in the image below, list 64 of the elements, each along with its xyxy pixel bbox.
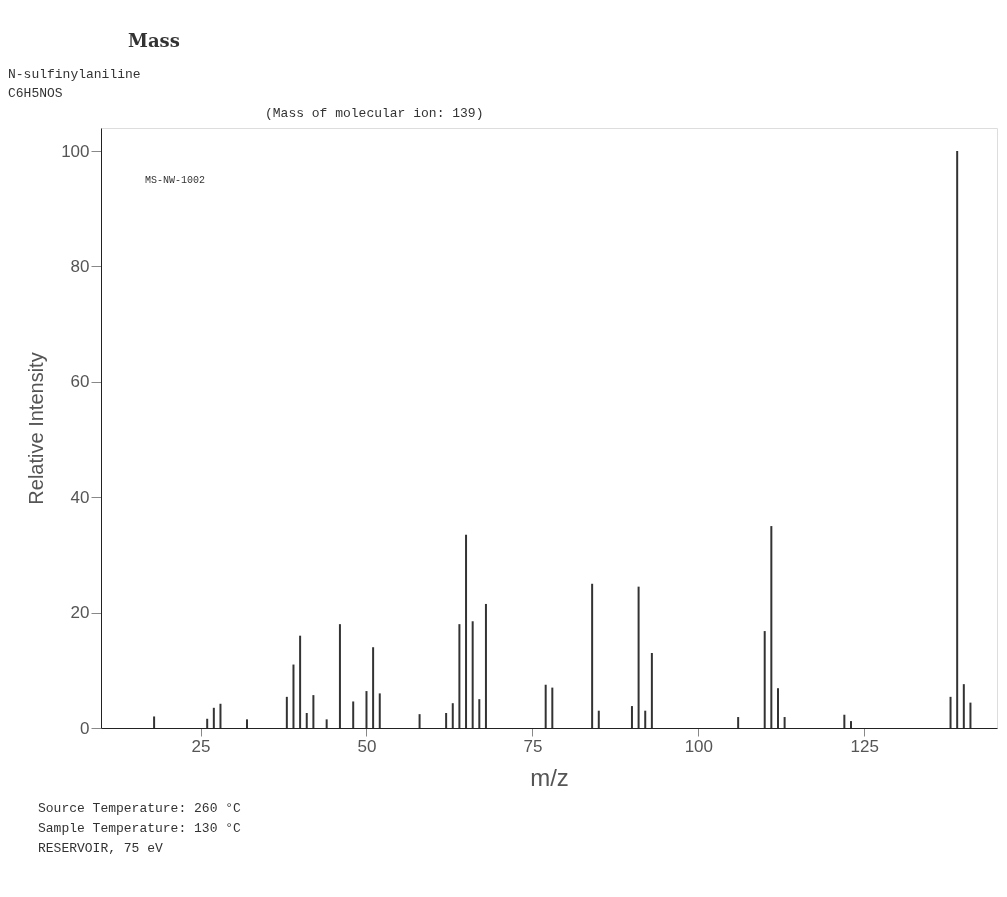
text: N-sulfinylaniline — [8, 67, 141, 82]
y-tick-label: 80 — [70, 256, 90, 276]
bar — [783, 717, 786, 728]
x-tick-label: 125 — [850, 736, 879, 756]
chart-title: Mass — [128, 30, 180, 51]
bar — [949, 696, 952, 728]
bar — [338, 624, 341, 728]
bar — [770, 526, 773, 728]
bar — [312, 695, 315, 728]
y-tick-label: 40 — [70, 487, 90, 507]
y-axis-title: Relative Intensity — [25, 352, 48, 505]
text: Sample Temperature: 130 °C — [38, 821, 242, 836]
bar — [737, 717, 740, 728]
bar — [292, 664, 295, 728]
bar — [451, 703, 454, 728]
bar — [365, 691, 368, 728]
text: C6H5NOS — [8, 86, 63, 101]
bar — [637, 586, 640, 728]
bar — [445, 713, 448, 728]
bar — [956, 151, 959, 728]
annotation: MS-NW-1002 — [145, 175, 206, 186]
y-tick-label: 100 — [61, 141, 90, 161]
bar — [206, 718, 209, 728]
x-axis-title: m/z — [530, 763, 569, 791]
bar — [849, 721, 852, 728]
bar — [153, 716, 156, 728]
text: (Mass of molecular ion: 139) — [265, 106, 484, 121]
y-tick-label: 60 — [70, 372, 90, 392]
bar — [372, 647, 375, 728]
y-tick-label: 20 — [70, 603, 90, 623]
y-tick-label: 0 — [80, 718, 90, 738]
bar — [299, 635, 302, 728]
bar — [843, 714, 846, 728]
bar — [776, 688, 779, 728]
bar — [465, 534, 468, 728]
bar — [471, 621, 474, 728]
bar — [597, 710, 600, 728]
x-tick-label: 100 — [684, 736, 714, 756]
text: RESERVOIR, 75 eV — [38, 841, 164, 856]
bar — [378, 693, 381, 728]
bar — [458, 624, 461, 728]
source-note: Source Temperature: 260 °C — [38, 801, 242, 816]
bar — [969, 702, 972, 728]
x-tick-label: 75 — [523, 736, 543, 756]
bar — [285, 696, 288, 728]
bar — [478, 699, 481, 728]
bar — [544, 684, 547, 728]
bar — [325, 719, 328, 728]
bar — [644, 710, 647, 728]
bar — [484, 603, 487, 728]
bar — [763, 631, 766, 728]
x-tick-label: 25 — [191, 736, 211, 756]
bar — [352, 701, 355, 728]
bar — [591, 583, 594, 728]
bar — [962, 684, 965, 728]
bar — [212, 707, 215, 728]
bar — [418, 714, 421, 728]
x-tick-label: 50 — [357, 736, 377, 756]
bar — [305, 713, 308, 728]
bar — [551, 687, 554, 728]
bar — [630, 706, 633, 728]
bar — [219, 703, 222, 728]
bar — [246, 719, 249, 728]
bar — [650, 653, 653, 728]
